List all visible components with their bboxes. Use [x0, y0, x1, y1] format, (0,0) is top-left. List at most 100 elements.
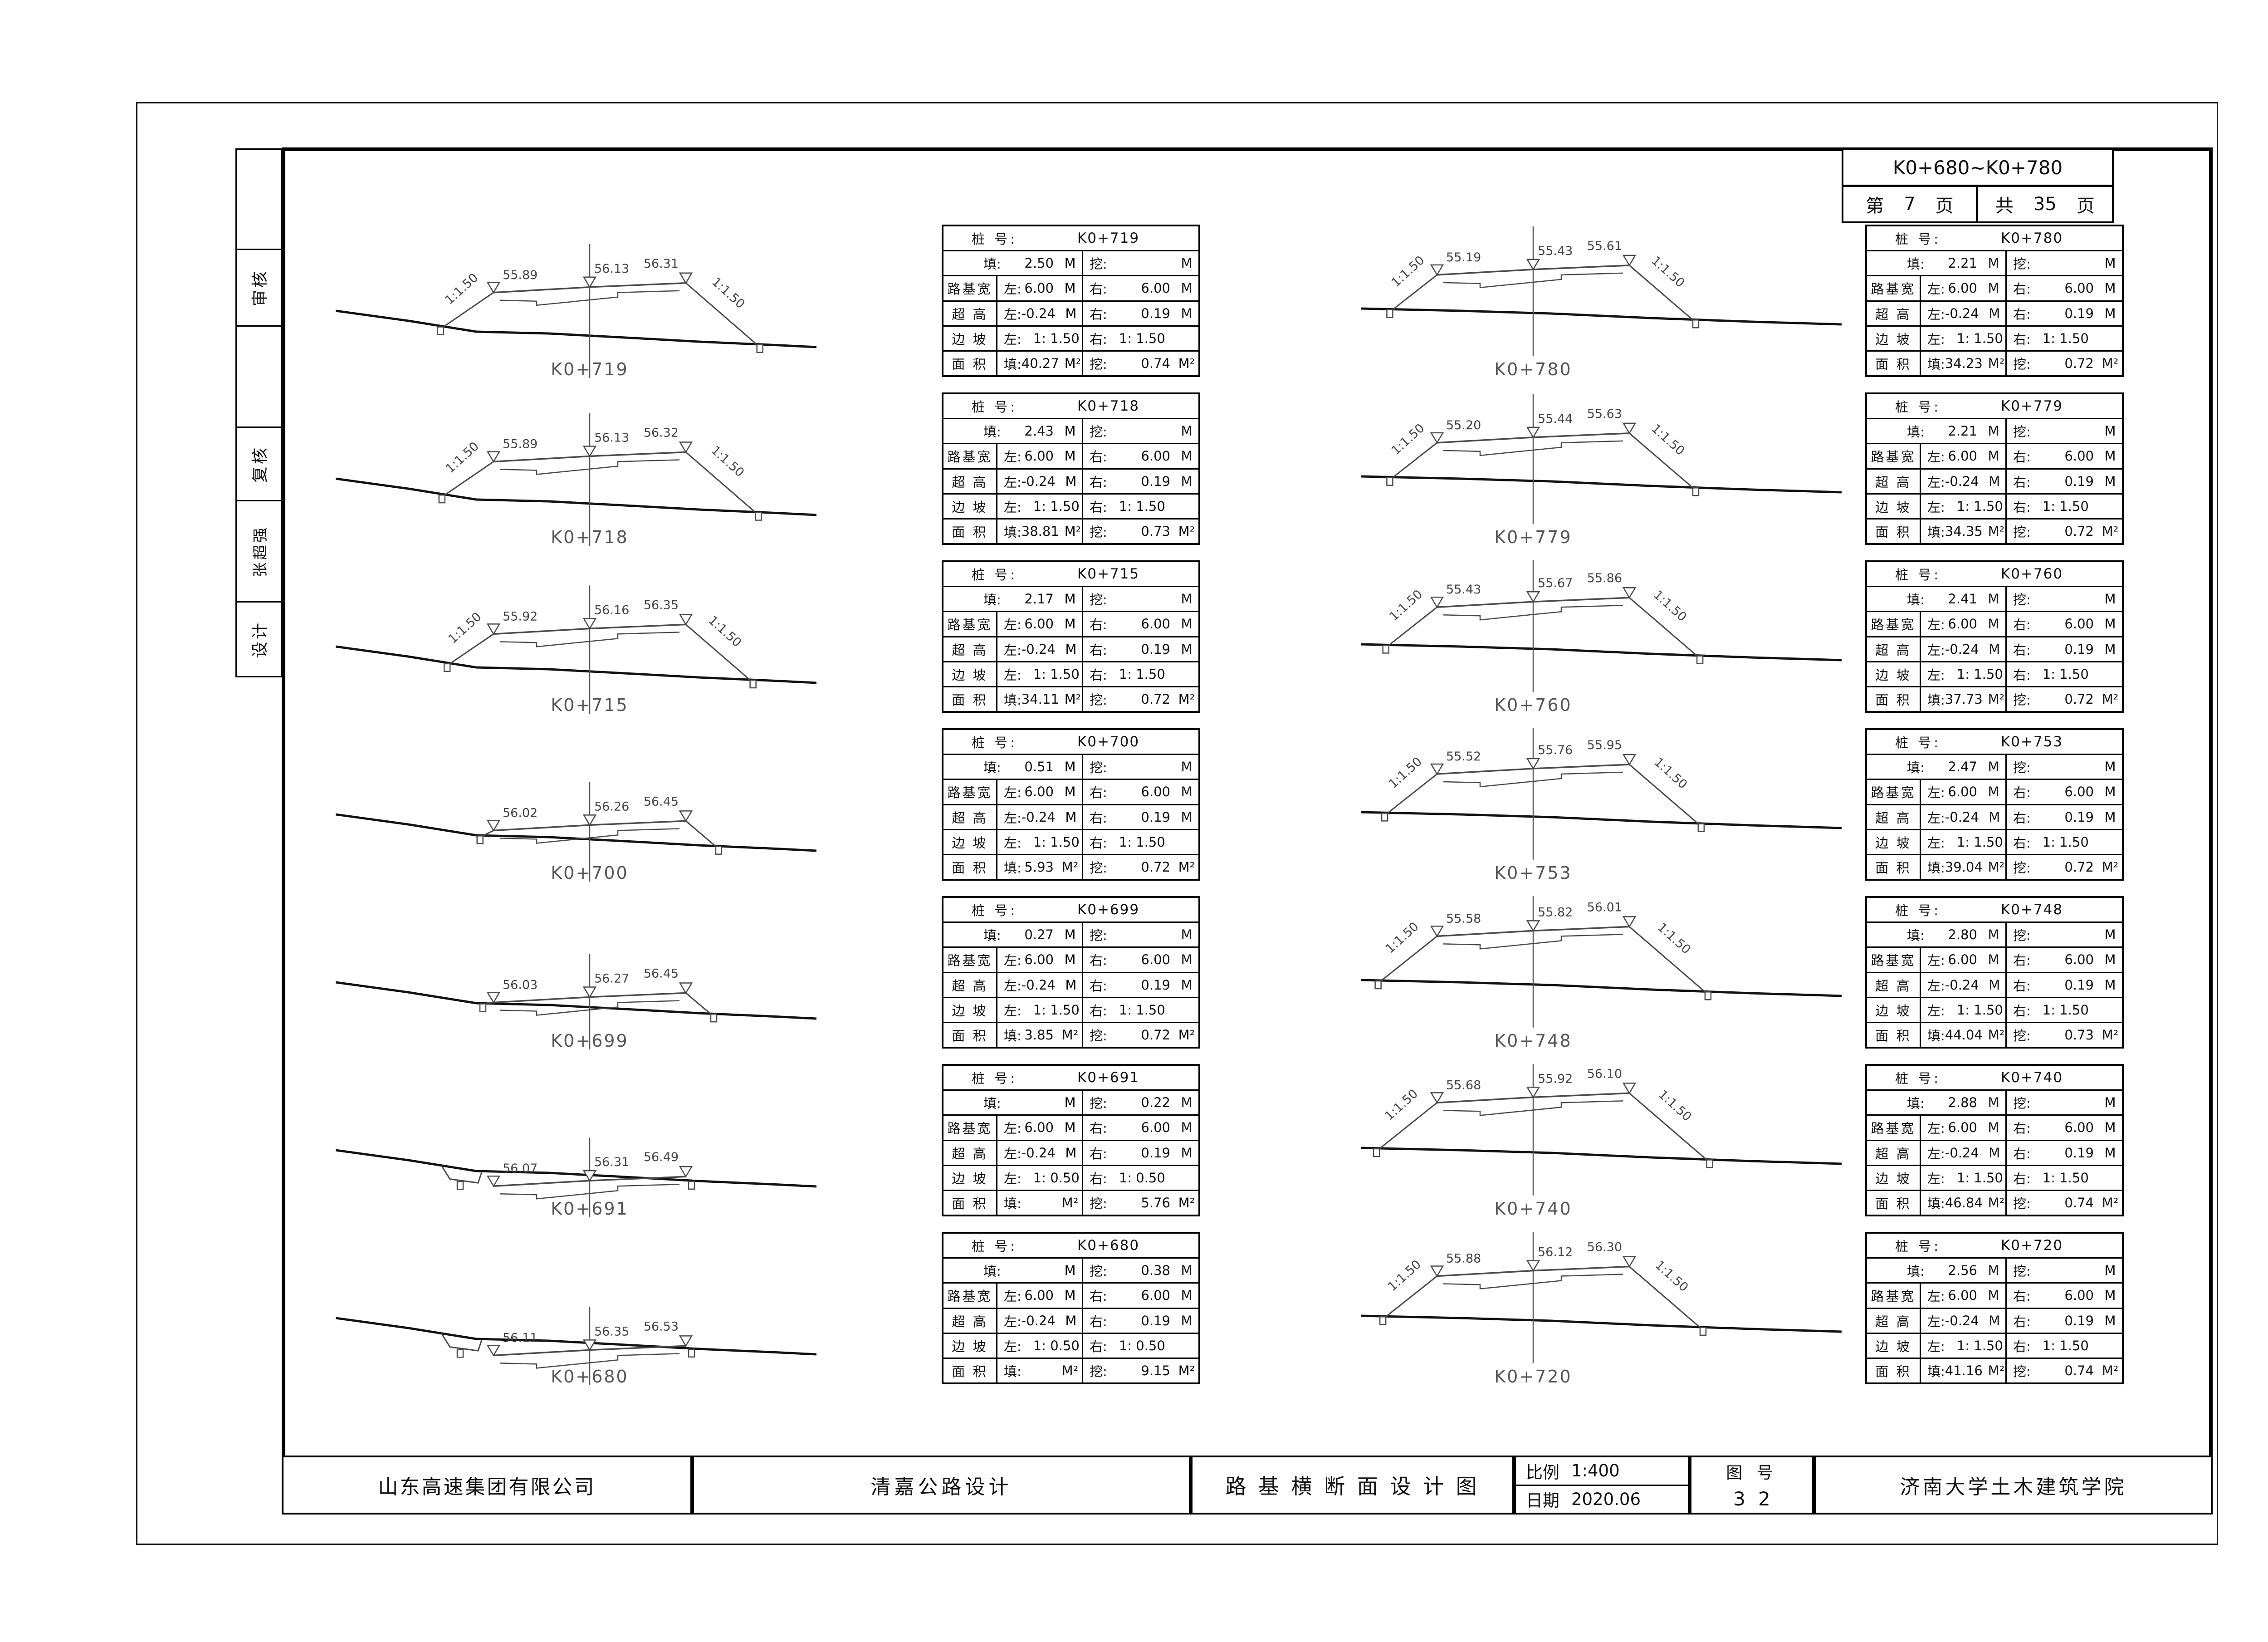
- right-label: 右:: [2013, 306, 2031, 322]
- station-caption: K0+740: [1494, 1199, 1572, 1219]
- square-meter-unit: M²: [2102, 523, 2119, 539]
- meter-unit: M: [1181, 809, 1193, 825]
- left-label: 左:: [1927, 1003, 1945, 1019]
- right-label: 右:: [1090, 1338, 1107, 1354]
- page-prefix: 第: [1866, 196, 1884, 216]
- meter-unit: M: [1064, 423, 1076, 439]
- superelev-right-value: 0.19: [1141, 1313, 1170, 1328]
- elevation-marker-icon: [1526, 1087, 1540, 1098]
- area-label: 面 积: [952, 1028, 988, 1044]
- meter-unit: M: [1065, 473, 1077, 489]
- left-label: 左:: [1004, 499, 1022, 515]
- width-left-value: 6.00: [1948, 448, 1977, 464]
- table-row-station: 桩 号: K0+715: [943, 562, 1198, 586]
- area-cut-value: 9.15: [1141, 1363, 1170, 1378]
- table-row-station: 桩 号: K0+740: [1867, 1066, 2122, 1089]
- meter-unit: M: [2104, 616, 2116, 632]
- elevation-marker-icon: [679, 810, 693, 822]
- station-value: K0+700: [1077, 734, 1140, 750]
- cut-depth-cell: 挖: 0.38 M: [1082, 1259, 1198, 1283]
- meter-unit: M: [2104, 591, 2116, 607]
- table-row-area: 面 积 填: 39.04 M² 挖: 0.72 M²: [1867, 853, 2122, 879]
- right-label: 右:: [1090, 1003, 1107, 1019]
- elevation-marker-icon: [486, 820, 501, 832]
- meter-unit: M: [2104, 255, 2116, 271]
- side-slope-label: 边 坡: [1875, 499, 1911, 515]
- station-label: 桩 号:: [1895, 1239, 1941, 1255]
- meter-unit: M: [1181, 1145, 1193, 1161]
- left-slope-ratio-label: 1:1.50: [1383, 920, 1422, 956]
- meter-unit: M: [1988, 280, 1999, 296]
- excavate-label: 挖:: [2013, 928, 2031, 944]
- left-label: 左:: [1927, 1121, 1945, 1137]
- meter-unit: M: [2104, 641, 2116, 657]
- excavate-label: 挖:: [2013, 1028, 2031, 1044]
- right-label: 右:: [2013, 642, 2031, 658]
- fill-label: 填:: [1907, 1096, 1925, 1112]
- right-edge-elevation: 56.01: [1587, 900, 1622, 914]
- left-label: 左:: [1004, 667, 1022, 683]
- right-label: 右:: [2013, 1289, 2031, 1304]
- meter-unit: M: [1064, 952, 1076, 968]
- elevation-marker-icon: [1526, 591, 1540, 603]
- right-edge-elevation: 56.49: [644, 1150, 679, 1164]
- superelev-left-value: -0.24: [1021, 473, 1056, 489]
- slope-left-cell: 左: 1: 1.50: [1920, 830, 2005, 854]
- center-elevation: 55.92: [1538, 1072, 1573, 1086]
- excavate-label: 挖:: [1090, 356, 1107, 372]
- sidebar-cell-text: 审核: [251, 269, 270, 307]
- table-row-width: 路基宽 左: 6.00 M 右: 6.00 M: [943, 1114, 1198, 1140]
- left-slope-line: [450, 633, 494, 664]
- superelevation-label: 超 高: [1875, 474, 1911, 490]
- right-edge-elevation: 56.32: [644, 426, 679, 440]
- left-slope-line: [1386, 1275, 1437, 1317]
- width-right-value: 6.00: [1141, 448, 1170, 464]
- slope-left-cell: 左: 1: 1.50: [996, 998, 1082, 1022]
- meter-unit: M: [1181, 1263, 1193, 1279]
- cross-section-drawing-K0+760: 1:1.50 1:1.50 55.43 55.67 55.86 K0+760: [1361, 560, 1842, 715]
- table-row-station: 桩 号: K0+780: [1867, 226, 2122, 250]
- table-row-superelevation: 超 高 左: -0.24 M 右: 0.19 M: [1867, 1139, 2122, 1165]
- center-elevation: 55.67: [1538, 576, 1573, 590]
- elevation-marker-icon: [1622, 754, 1637, 766]
- width-right-cell: 右: 6.00 M: [2005, 276, 2122, 300]
- right-slope-ratio-label: 1:1.50: [1652, 1258, 1691, 1295]
- table-row-area: 面 积 填: 44.04 M² 挖: 0.73 M²: [1867, 1021, 2122, 1047]
- subgrade-width-label: 路基宽: [1871, 1121, 1916, 1137]
- superelevation-label: 超 高: [952, 1146, 988, 1162]
- left-toe-marker: [1386, 309, 1393, 318]
- ground-line: [336, 477, 816, 516]
- table-row-slope: 边 坡 左: 1: 1.50 右: 1: 1.50: [943, 325, 1198, 350]
- ground-line: [336, 1149, 816, 1188]
- table-row-superelevation: 超 高 左: -0.24 M 右: 0.19 M: [1867, 804, 2122, 829]
- slope-left-cell: 左: 1: 1.50: [1920, 1166, 2005, 1190]
- meter-unit: M: [1181, 784, 1193, 800]
- sidebar-cell-5: 设计: [235, 601, 282, 677]
- table-row-depth: 填: 0.51 M 挖: M: [943, 754, 1198, 779]
- right-slope-ratio-label: 1:1.50: [1649, 422, 1687, 458]
- cross-section-drawing-K0+699: 56.03 56.27 56.45 K0+699: [336, 954, 816, 1051]
- ground-line: [1361, 1147, 1842, 1165]
- left-toe-marker: [437, 326, 444, 335]
- ground-line: [336, 981, 816, 1020]
- side-slope-label: 边 坡: [952, 667, 988, 683]
- left-slope-line: [1381, 936, 1437, 981]
- subgrade-width-label: 路基宽: [947, 953, 992, 969]
- area-fill-value: 5.93: [1024, 859, 1054, 875]
- right-label: 右:: [1090, 1289, 1107, 1304]
- superelevation-label: 超 高: [1875, 1146, 1911, 1162]
- right-label: 右:: [1090, 978, 1107, 994]
- area-fill-value: 40.27: [1021, 355, 1059, 371]
- fill-depth-cell: 填: 2.21 M: [1867, 419, 2005, 443]
- meter-unit: M: [1988, 1095, 1999, 1111]
- meter-unit: M: [2104, 423, 2116, 439]
- meter-unit: M: [2104, 1095, 2116, 1111]
- fill-label: 填:: [1004, 1028, 1022, 1044]
- meter-unit: M: [2104, 784, 2116, 800]
- left-label: 左:: [1004, 1289, 1022, 1304]
- ground-line: [1361, 1314, 1842, 1333]
- elevation-marker-icon: [486, 451, 501, 463]
- table-row-width: 路基宽 左: 6.00 M 右: 6.00 M: [943, 779, 1198, 804]
- table-row-slope: 边 坡 左: 1: 1.50 右: 1: 1.50: [1867, 828, 2122, 854]
- table-row-area: 面 积 填: 34.11 M² 挖: 0.72 M²: [943, 686, 1198, 711]
